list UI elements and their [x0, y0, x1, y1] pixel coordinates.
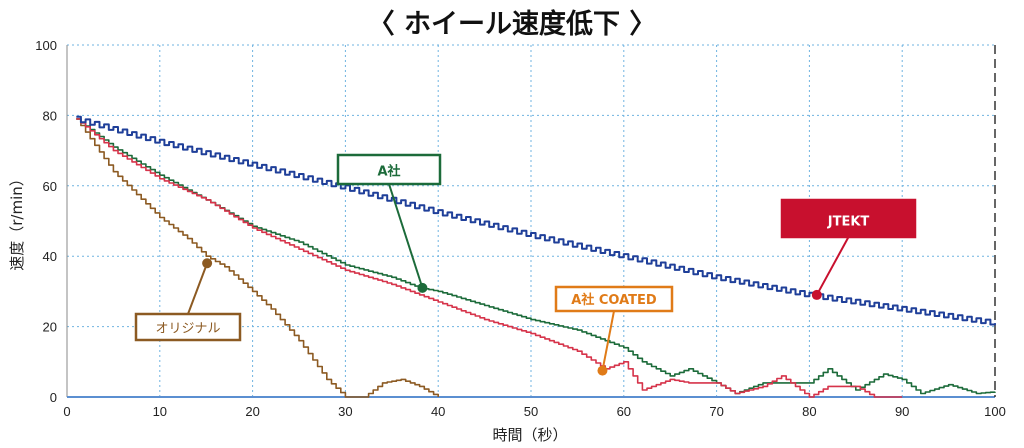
- series-marker: [417, 282, 428, 293]
- series-labels: JTEKT A社 A社 COATED オリジナル: [134, 153, 917, 376]
- x-tick-label: 30: [338, 404, 352, 419]
- y-tick-label: 20: [43, 320, 57, 335]
- series-label-box: [336, 153, 442, 186]
- series-label: オリジナル: [155, 321, 220, 336]
- series-line-2: [76, 118, 903, 398]
- x-axis-label: 時間（秒）: [492, 426, 567, 444]
- series-marker: [811, 289, 822, 300]
- series-label: A社: [377, 163, 400, 179]
- x-tick-label: 90: [895, 404, 909, 419]
- y-tick-label: 80: [43, 108, 57, 123]
- series-label-box: [554, 285, 674, 313]
- series-marker: [597, 365, 608, 376]
- y-tick-label: 0: [50, 390, 57, 405]
- x-tick-label: 100: [984, 404, 1006, 419]
- x-tick-label: 80: [802, 404, 816, 419]
- series-label: A社 COATED: [571, 292, 657, 308]
- x-tick-label: 70: [709, 404, 723, 419]
- x-tick-label: 50: [524, 404, 538, 419]
- y-axis-label: 速度（r/min）: [8, 171, 26, 271]
- series-label: JTEKT: [827, 215, 870, 230]
- x-tick-label: 40: [431, 404, 445, 419]
- series-label-leader: [601, 310, 615, 371]
- series-label-leader: [388, 183, 424, 289]
- series-line-0: [76, 115, 996, 326]
- y-tick-label: 100: [35, 38, 57, 53]
- y-tick-label: 60: [43, 179, 57, 194]
- series-layer: [76, 115, 996, 398]
- series-label-box: [134, 312, 242, 342]
- chart-title: 〈 ホイール速度低下 〉: [368, 8, 657, 40]
- series-marker: [202, 258, 213, 269]
- y-tick-label: 40: [43, 249, 57, 264]
- x-tick-label: 60: [617, 404, 631, 419]
- tick-labels: 0 10 20 30 40 50 60 70 80 90 100 0 20 40 60 80 100: [35, 38, 1006, 419]
- series-label-box: [780, 198, 917, 239]
- x-tick-label: 20: [245, 404, 259, 419]
- series-line-3: [76, 118, 439, 398]
- series-label-leader: [815, 236, 850, 296]
- series-label-leader: [187, 262, 209, 315]
- axes: [66, 45, 996, 398]
- x-tick-label: 0: [63, 404, 70, 419]
- x-tick-label: 10: [153, 404, 167, 419]
